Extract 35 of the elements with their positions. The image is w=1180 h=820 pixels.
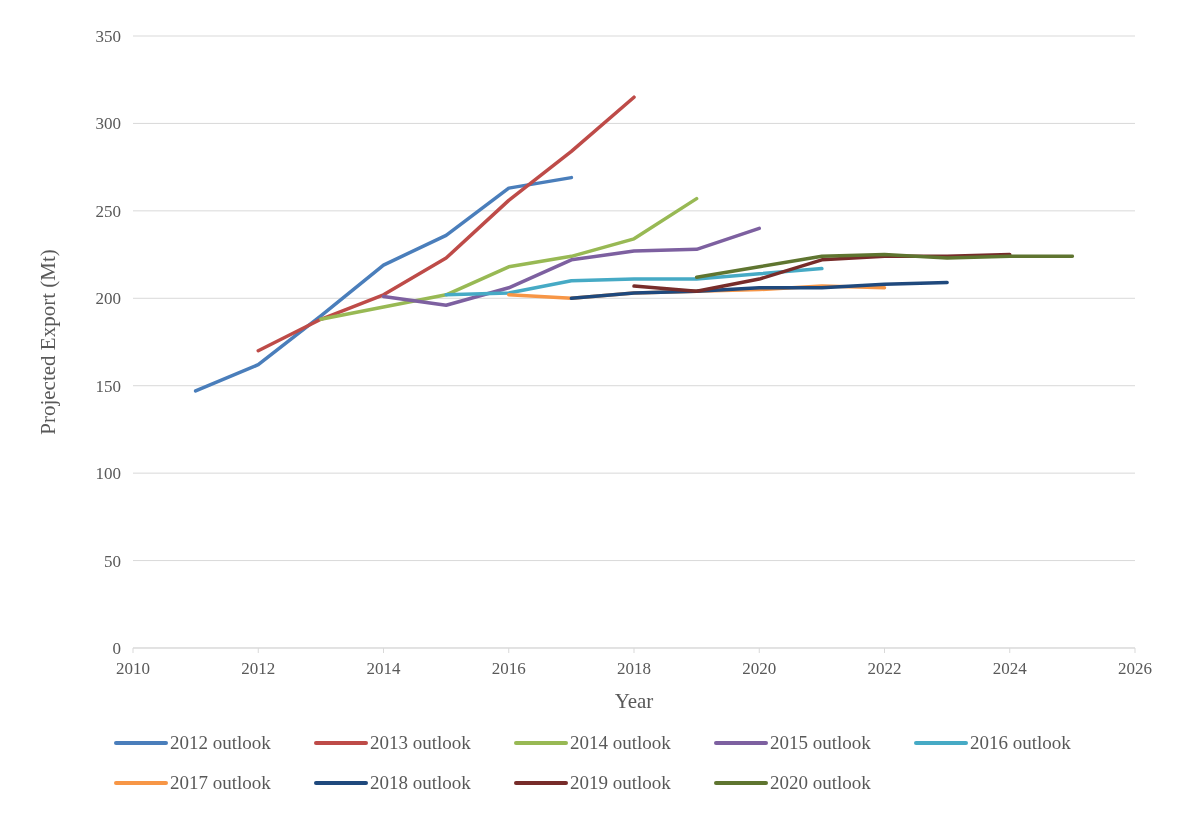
x-tick-label: 2022 (867, 659, 902, 678)
line-series (569, 280, 949, 301)
legend-label: 2014 outlook (570, 732, 672, 753)
legend-label: 2018 outlook (370, 772, 472, 793)
y-tick-label: 50 (104, 551, 121, 571)
legend-label: 2015 outlook (770, 732, 872, 753)
line-series (193, 175, 574, 393)
legend-label: 2020 outlook (770, 772, 872, 793)
line-series (256, 95, 636, 353)
y-tick-label: 350 (95, 27, 121, 46)
x-tick-label: 2020 (742, 659, 777, 678)
y-tick-label: 250 (95, 201, 121, 221)
y-tick-label: 200 (95, 289, 121, 309)
x-axis-title: Year (614, 689, 654, 713)
x-tick-label: 2018 (617, 659, 651, 678)
x-tick-label: 2026 (1118, 659, 1152, 678)
y-tick-label: 100 (95, 464, 121, 484)
x-tick-label: 2016 (491, 659, 526, 678)
x-tick-label: 2010 (116, 659, 150, 678)
line-series (694, 252, 1075, 280)
line-series (319, 196, 699, 322)
legend-label: 2013 outlook (370, 732, 472, 753)
y-axis-title: Projected Export (Mt) (36, 249, 60, 435)
y-tick-label: 300 (95, 114, 121, 134)
legend-label: 2016 outlook (970, 732, 1072, 753)
x-tick-label: 2014 (366, 659, 401, 678)
x-tick-label: 2012 (241, 659, 276, 678)
x-tick-label: 2024 (992, 659, 1028, 678)
y-tick-label: 150 (95, 376, 121, 396)
line-series (381, 226, 761, 308)
y-tick-label: 0 (112, 639, 121, 658)
legend-label: 2019 outlook (570, 772, 672, 793)
legend-label: 2017 outlook (170, 772, 272, 793)
legend-label: 2012 outlook (170, 732, 272, 753)
line-series (444, 266, 824, 297)
